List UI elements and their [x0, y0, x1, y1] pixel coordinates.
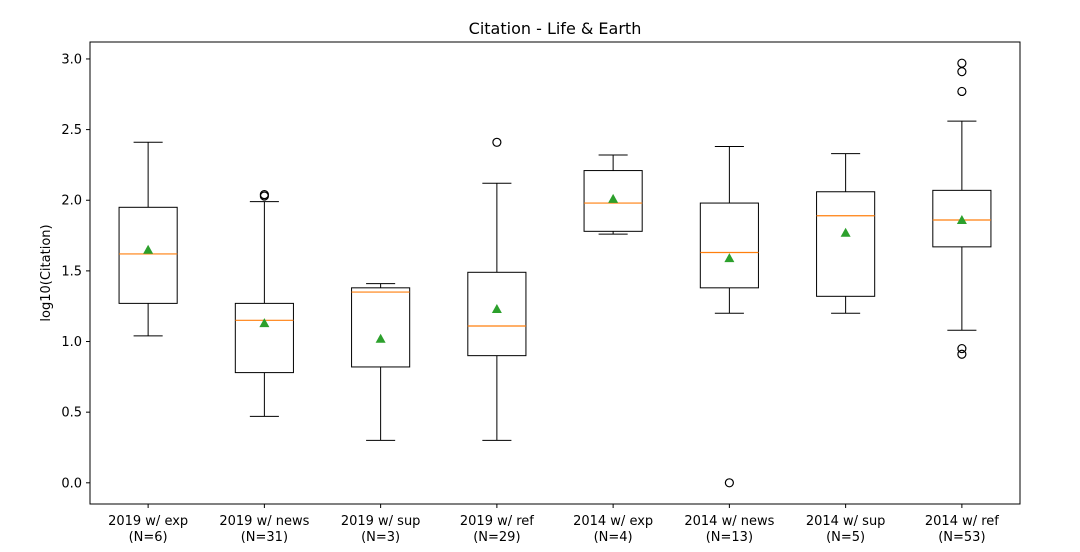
outlier-point: [259, 189, 269, 200]
y-axis-label: log10(Citation): [39, 224, 54, 321]
outlier-point: [492, 137, 502, 147]
x-category-count-label: (N=6): [129, 530, 168, 545]
outlier-point: [957, 343, 967, 354]
box-4: [467, 137, 527, 441]
y-tick-label: 3.0: [61, 52, 82, 67]
box-3: [351, 283, 411, 441]
mean-marker: [491, 304, 502, 314]
mean-marker: [259, 318, 270, 328]
mean-marker: [375, 333, 386, 343]
iqr-box: [932, 189, 992, 248]
y-tick-label: 2.0: [61, 194, 82, 209]
x-category-count-label: (N=13): [706, 530, 753, 545]
outlier-point: [957, 349, 967, 359]
outlier-point: [957, 86, 967, 97]
box-5: [583, 154, 643, 235]
mean-marker: [143, 244, 154, 254]
outlier-point: [724, 478, 734, 488]
boxes-group: [118, 58, 992, 488]
y-tick-label: 2.5: [61, 123, 82, 138]
y-axis-ticks: 0.0 0.5 1.0 1.5 2.0 2.5 3.0: [61, 52, 90, 491]
y-tick-label: 1.0: [61, 335, 82, 350]
x-category-label: 2019 w/ exp: [108, 514, 188, 529]
x-category-count-label: (N=53): [938, 530, 985, 545]
x-category-label: 2014 w/ news: [684, 514, 774, 529]
box-6: [699, 146, 759, 488]
x-category-label: 2019 w/ ref: [460, 514, 534, 529]
x-category-count-label: (N=4): [594, 530, 633, 545]
iqr-box: [467, 271, 527, 357]
y-tick-label: 0.0: [61, 476, 82, 491]
x-category-count-label: (N=29): [473, 530, 520, 545]
mean-marker: [724, 253, 735, 263]
x-category-count-label: (N=31): [241, 530, 288, 545]
box-8: [932, 58, 992, 359]
iqr-box: [816, 191, 876, 297]
outlier-point: [957, 67, 967, 77]
x-category-count-label: (N=5): [826, 530, 865, 545]
iqr-box: [118, 206, 178, 304]
x-category-label: 2019 w/ news: [219, 514, 309, 529]
mean-marker: [840, 227, 851, 237]
box-7: [816, 153, 876, 314]
x-category-label: 2019 w/ sup: [341, 514, 421, 529]
x-category-label: 2014 w/ exp: [573, 514, 653, 529]
x-category-label: 2014 w/ sup: [806, 514, 886, 529]
outlier-point: [957, 58, 967, 68]
y-tick-label: 0.5: [61, 406, 82, 421]
box-1: [118, 141, 178, 337]
x-category-count-label: (N=3): [361, 530, 400, 545]
mean-marker: [956, 215, 967, 225]
x-category-label: 2014 w/ ref: [925, 514, 999, 529]
box-2: [234, 189, 294, 417]
iqr-box: [583, 170, 643, 232]
plot-area-frame: [89, 41, 1021, 505]
chart-title: Citation - Life & Earth: [469, 19, 642, 38]
iqr-box: [351, 287, 411, 368]
mean-marker: [608, 193, 619, 203]
x-axis-ticks: 2019 w/ exp(N=6) 2019 w/ news(N=31) 2019 w…: [108, 504, 999, 545]
iqr-box: [699, 202, 759, 289]
iqr-box: [234, 302, 294, 374]
y-tick-label: 1.5: [61, 264, 82, 279]
